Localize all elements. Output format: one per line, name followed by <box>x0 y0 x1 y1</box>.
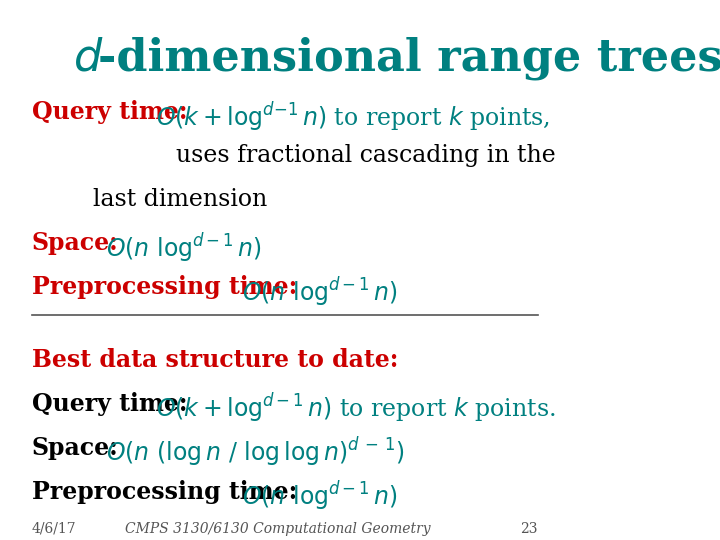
Text: last dimension: last dimension <box>93 187 267 211</box>
Text: $O(k + \log^{d\mathrm{-}1} n)$ to report $k$ points,: $O(k + \log^{d\mathrm{-}1} n)$ to report… <box>156 100 550 133</box>
Text: Preprocessing time:: Preprocessing time: <box>32 275 297 299</box>
Text: $O(k + \log^{d\,-\,1} n)$ to report $k$ points.: $O(k + \log^{d\,-\,1} n)$ to report $k$ … <box>156 392 556 426</box>
Text: $\mathit{d}$: $\mathit{d}$ <box>73 36 104 79</box>
Text: 4/6/17: 4/6/17 <box>32 522 76 536</box>
Text: $O(n\ \log^{d\,-\,1} n)$: $O(n\ \log^{d\,-\,1} n)$ <box>107 231 262 265</box>
Text: CMPS 3130/6130 Computational Geometry: CMPS 3130/6130 Computational Geometry <box>125 522 431 536</box>
Text: -dimensional range trees: -dimensional range trees <box>98 36 720 79</box>
Text: $O(n\ (\log n\ /\ \log\log n)^{d\,-\,1})$: $O(n\ (\log n\ /\ \log\log n)^{d\,-\,1})… <box>107 436 405 469</box>
Text: Preprocessing time:: Preprocessing time: <box>32 480 297 503</box>
Text: Query time:: Query time: <box>32 392 187 416</box>
Text: $O(n\ \log^{d\,-\,1} n)$: $O(n\ \log^{d\,-\,1} n)$ <box>242 480 397 513</box>
Text: 23: 23 <box>521 522 538 536</box>
Text: uses fractional cascading in the: uses fractional cascading in the <box>176 144 555 167</box>
Text: Space:: Space: <box>32 231 119 255</box>
Text: Best data structure to date:: Best data structure to date: <box>32 348 398 372</box>
Text: Space:: Space: <box>32 436 119 460</box>
Text: Query time:: Query time: <box>32 100 187 124</box>
Text: $O(n\ \log^{d\,-\,1} n)$: $O(n\ \log^{d\,-\,1} n)$ <box>242 275 397 309</box>
